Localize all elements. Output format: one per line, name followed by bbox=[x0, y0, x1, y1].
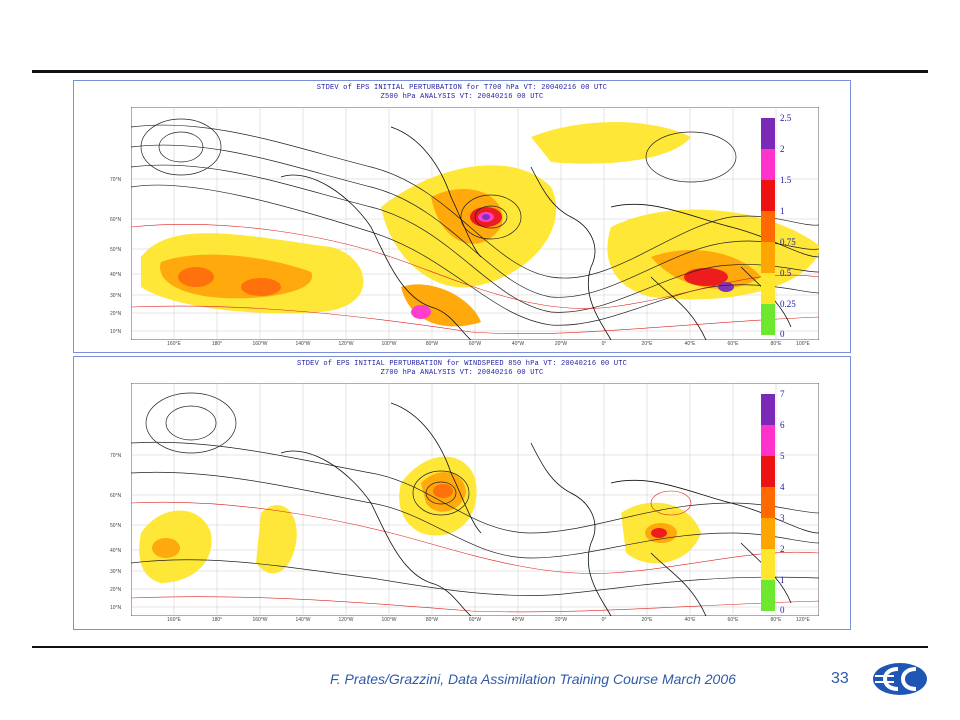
lon-label: 180° bbox=[211, 341, 223, 347]
lon-label: 100°W bbox=[381, 617, 397, 623]
lon-label: 80°E bbox=[770, 341, 782, 347]
colorbar-label: 1 bbox=[780, 206, 785, 216]
top-rule bbox=[32, 70, 928, 73]
lon-label: 120°W bbox=[338, 341, 354, 347]
lon-label: 60°E bbox=[727, 617, 739, 623]
colorbar-swatch bbox=[761, 304, 775, 335]
colorbar-swatch bbox=[761, 394, 775, 425]
lon-label: 80°W bbox=[425, 341, 439, 347]
footer-credit: F. Prates/Grazzini, Data Assimilation Tr… bbox=[330, 671, 736, 687]
lat-label: 70°N bbox=[110, 453, 122, 459]
lat-label: 20°N bbox=[110, 587, 122, 593]
longitude-axis: 160°E 180° 160°W 140°W 120°W 100°W 80°W … bbox=[131, 341, 819, 349]
colorbar-label: 0.5 bbox=[780, 268, 792, 278]
lat-label: 30°N bbox=[110, 293, 122, 299]
lon-label: 40°W bbox=[511, 617, 525, 623]
lon-label: 100°W bbox=[381, 341, 397, 347]
colorbar bbox=[761, 394, 775, 611]
lon-label: 40°E bbox=[684, 617, 696, 623]
lon-label: 160°W bbox=[252, 617, 268, 623]
page-number: 33 bbox=[831, 670, 849, 687]
lon-label: 40°W bbox=[511, 341, 525, 347]
lon-label: 120°E bbox=[796, 617, 810, 623]
lon-label: 60°W bbox=[468, 617, 482, 623]
lon-label: 60°E bbox=[727, 341, 739, 347]
colorbar-swatch bbox=[761, 211, 775, 242]
lon-label: 100°E bbox=[796, 341, 810, 347]
lon-label: 80°W bbox=[425, 617, 439, 623]
colorbar-swatch bbox=[761, 273, 775, 304]
colorbar-label: 1.5 bbox=[780, 175, 792, 185]
colorbar-label: 2.5 bbox=[780, 113, 792, 123]
colorbar-swatch bbox=[761, 487, 775, 518]
lon-label: 160°E bbox=[167, 341, 181, 347]
colorbar-label: 7 bbox=[780, 389, 785, 399]
lat-label: 30°N bbox=[110, 569, 122, 575]
lon-label: 20°W bbox=[554, 617, 568, 623]
lon-label: 20°W bbox=[554, 341, 568, 347]
longitude-axis: 160°E 180° 160°W 140°W 120°W 100°W 80°W … bbox=[131, 617, 819, 625]
lon-label: 160°E bbox=[167, 617, 181, 623]
colorbar-label: 6 bbox=[780, 420, 785, 430]
colorbar-label: 0.25 bbox=[780, 299, 796, 309]
colorbar-label: 2 bbox=[780, 144, 785, 154]
lon-label: 120°W bbox=[338, 617, 354, 623]
colorbar bbox=[761, 118, 775, 335]
lat-label: 10°N bbox=[110, 605, 122, 611]
panel-title-line1: STDEV of EPS INITIAL PERTURBATION for WI… bbox=[296, 360, 628, 368]
bottom-rule bbox=[32, 646, 928, 648]
weather-map bbox=[131, 383, 819, 616]
panel-title-line2: Z700 hPa ANALYSIS VT: 20040216 00 UTC bbox=[380, 369, 544, 377]
lon-label: 0° bbox=[601, 341, 607, 347]
lat-label: 50°N bbox=[110, 247, 122, 253]
lat-label: 10°N bbox=[110, 329, 122, 335]
colorbar-swatch bbox=[761, 456, 775, 487]
ecmwf-logo-icon bbox=[873, 663, 927, 695]
colorbar-label: 0.75 bbox=[780, 237, 796, 247]
colorbar-swatch bbox=[761, 149, 775, 180]
lon-label: 140°W bbox=[295, 617, 311, 623]
lon-label: 40°E bbox=[684, 341, 696, 347]
colorbar-swatch bbox=[761, 242, 775, 273]
colorbar-swatch bbox=[761, 118, 775, 149]
colorbar-label: 3 bbox=[780, 513, 785, 523]
colorbar-label: 5 bbox=[780, 451, 785, 461]
weather-map bbox=[131, 107, 819, 340]
colorbar-label: 1 bbox=[780, 575, 785, 585]
lat-label: 40°N bbox=[110, 548, 122, 554]
lat-label: 70°N bbox=[110, 177, 122, 183]
colorbar-label: 0 bbox=[780, 605, 785, 615]
lat-label: 50°N bbox=[110, 523, 122, 529]
panel-title-line2: Z500 hPa ANALYSIS VT: 20040216 00 UTC bbox=[380, 93, 544, 101]
lon-label: 20°E bbox=[641, 617, 653, 623]
colorbar-swatch bbox=[761, 580, 775, 611]
colorbar-label: 4 bbox=[780, 482, 785, 492]
lat-label: 20°N bbox=[110, 311, 122, 317]
colorbar-label: 2 bbox=[780, 544, 785, 554]
map-panel-windspeed: STDEV of EPS INITIAL PERTURBATION for WI… bbox=[73, 356, 851, 630]
colorbar-swatch bbox=[761, 425, 775, 456]
lat-label: 60°N bbox=[110, 217, 122, 223]
colorbar-swatch bbox=[761, 180, 775, 211]
lon-label: 0° bbox=[601, 617, 607, 623]
panel-title-line1: STDEV of EPS INITIAL PERTURBATION for T7… bbox=[316, 84, 608, 92]
lon-label: 180° bbox=[211, 617, 223, 623]
map-panel-temperature: STDEV of EPS INITIAL PERTURBATION for T7… bbox=[73, 80, 851, 353]
lon-label: 160°W bbox=[252, 341, 268, 347]
lon-label: 60°W bbox=[468, 341, 482, 347]
colorbar-swatch bbox=[761, 549, 775, 580]
colorbar-label: 0 bbox=[780, 329, 785, 339]
lat-label: 60°N bbox=[110, 493, 122, 499]
lon-label: 20°E bbox=[641, 341, 653, 347]
lon-label: 80°E bbox=[770, 617, 782, 623]
lat-label: 40°N bbox=[110, 272, 122, 278]
lon-label: 140°W bbox=[295, 341, 311, 347]
colorbar-swatch bbox=[761, 518, 775, 549]
